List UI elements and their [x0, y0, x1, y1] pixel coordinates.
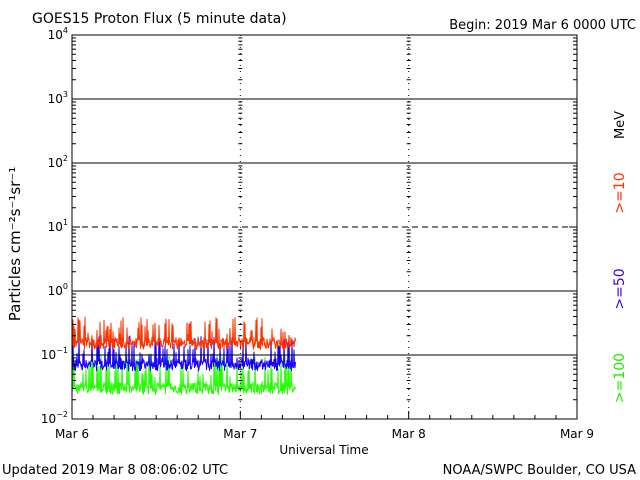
x-tick-label: Mar 6: [55, 427, 89, 441]
series--100-mev: [71, 355, 296, 395]
chart-title: GOES15 Proton Flux (5 minute data): [32, 11, 287, 27]
y-tick-label: 103: [48, 90, 68, 106]
axis-layer: 10−2 10−1 100 101 102 103 104 Mar 6 Mar 7 Mar 8 Ma…: [41, 26, 594, 441]
y-tick-label: 10−2: [41, 410, 68, 426]
y-tick-label: 101: [48, 218, 68, 234]
y-axis-label: Particles cm⁻²s⁻¹sr⁻¹: [6, 167, 24, 321]
series--10-mev: [71, 316, 296, 350]
series--50-mev: [71, 336, 296, 372]
legend-item-100mev: >=100: [612, 353, 628, 403]
begin-time: Begin: 2019 Mar 6 0000 UTC: [449, 18, 636, 33]
credit: NOAA/SWPC Boulder, CO USA: [443, 463, 636, 478]
legend-item-50mev: >=50: [612, 268, 628, 309]
x-tick-label: Mar 8: [392, 427, 426, 441]
x-tick-label: Mar 9: [560, 427, 594, 441]
y-tick-label: 102: [48, 154, 68, 170]
y-tick-label: 104: [48, 26, 68, 42]
y-tick-label: 10−1: [41, 346, 68, 362]
updated-timestamp: Updated 2019 Mar 8 08:06:02 UTC: [2, 463, 228, 478]
x-tick-label: Mar 7: [223, 427, 257, 441]
grid-layer: [72, 35, 577, 419]
series-layer: [71, 316, 296, 395]
legend-unit: MeV: [613, 111, 628, 139]
y-tick-label: 100: [48, 282, 68, 298]
x-axis-label: Universal Time: [279, 443, 368, 457]
legend-item-10mev: >=10: [612, 172, 628, 213]
legend: MeV >=10 >=50 >=100: [612, 111, 628, 403]
